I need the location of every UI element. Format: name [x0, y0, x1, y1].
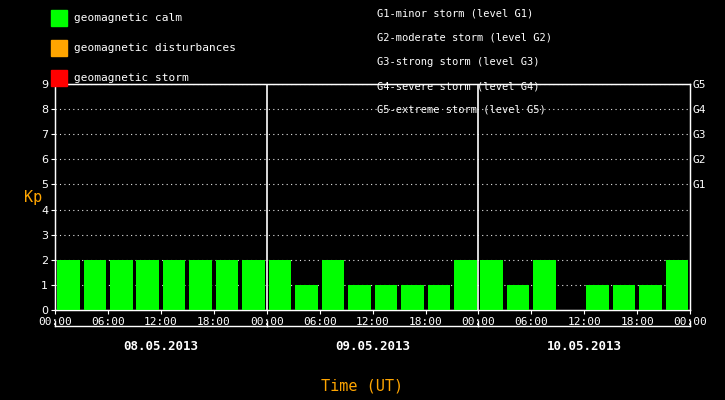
Text: geomagnetic calm: geomagnetic calm — [74, 13, 182, 23]
Y-axis label: Kp: Kp — [24, 190, 42, 204]
Text: 09.05.2013: 09.05.2013 — [335, 340, 410, 352]
Bar — [136, 260, 159, 310]
Text: G3-strong storm (level G3): G3-strong storm (level G3) — [377, 57, 539, 67]
Text: G4-severe storm (level G4): G4-severe storm (level G4) — [377, 81, 539, 91]
Bar — [295, 285, 318, 310]
Bar — [666, 260, 688, 310]
Bar — [375, 285, 397, 310]
Bar — [587, 285, 609, 310]
Text: 10.05.2013: 10.05.2013 — [547, 340, 622, 352]
Bar — [242, 260, 265, 310]
Bar — [639, 285, 662, 310]
Bar — [110, 260, 133, 310]
Bar — [269, 260, 291, 310]
Bar — [57, 260, 80, 310]
Bar — [348, 285, 370, 310]
Bar — [507, 285, 529, 310]
Bar — [189, 260, 212, 310]
Bar — [216, 260, 239, 310]
Bar — [322, 260, 344, 310]
Bar — [428, 285, 450, 310]
Text: G1-minor storm (level G1): G1-minor storm (level G1) — [377, 9, 534, 19]
Text: G5-extreme storm (level G5): G5-extreme storm (level G5) — [377, 105, 546, 115]
Text: geomagnetic disturbances: geomagnetic disturbances — [74, 43, 236, 53]
Bar — [613, 285, 635, 310]
Bar — [454, 260, 476, 310]
Text: G2-moderate storm (level G2): G2-moderate storm (level G2) — [377, 33, 552, 43]
Bar — [83, 260, 106, 310]
Text: Time (UT): Time (UT) — [321, 378, 404, 394]
Text: geomagnetic storm: geomagnetic storm — [74, 73, 188, 83]
Text: 08.05.2013: 08.05.2013 — [123, 340, 199, 352]
Bar — [534, 260, 556, 310]
Bar — [481, 260, 503, 310]
Bar — [401, 285, 423, 310]
Bar — [163, 260, 186, 310]
